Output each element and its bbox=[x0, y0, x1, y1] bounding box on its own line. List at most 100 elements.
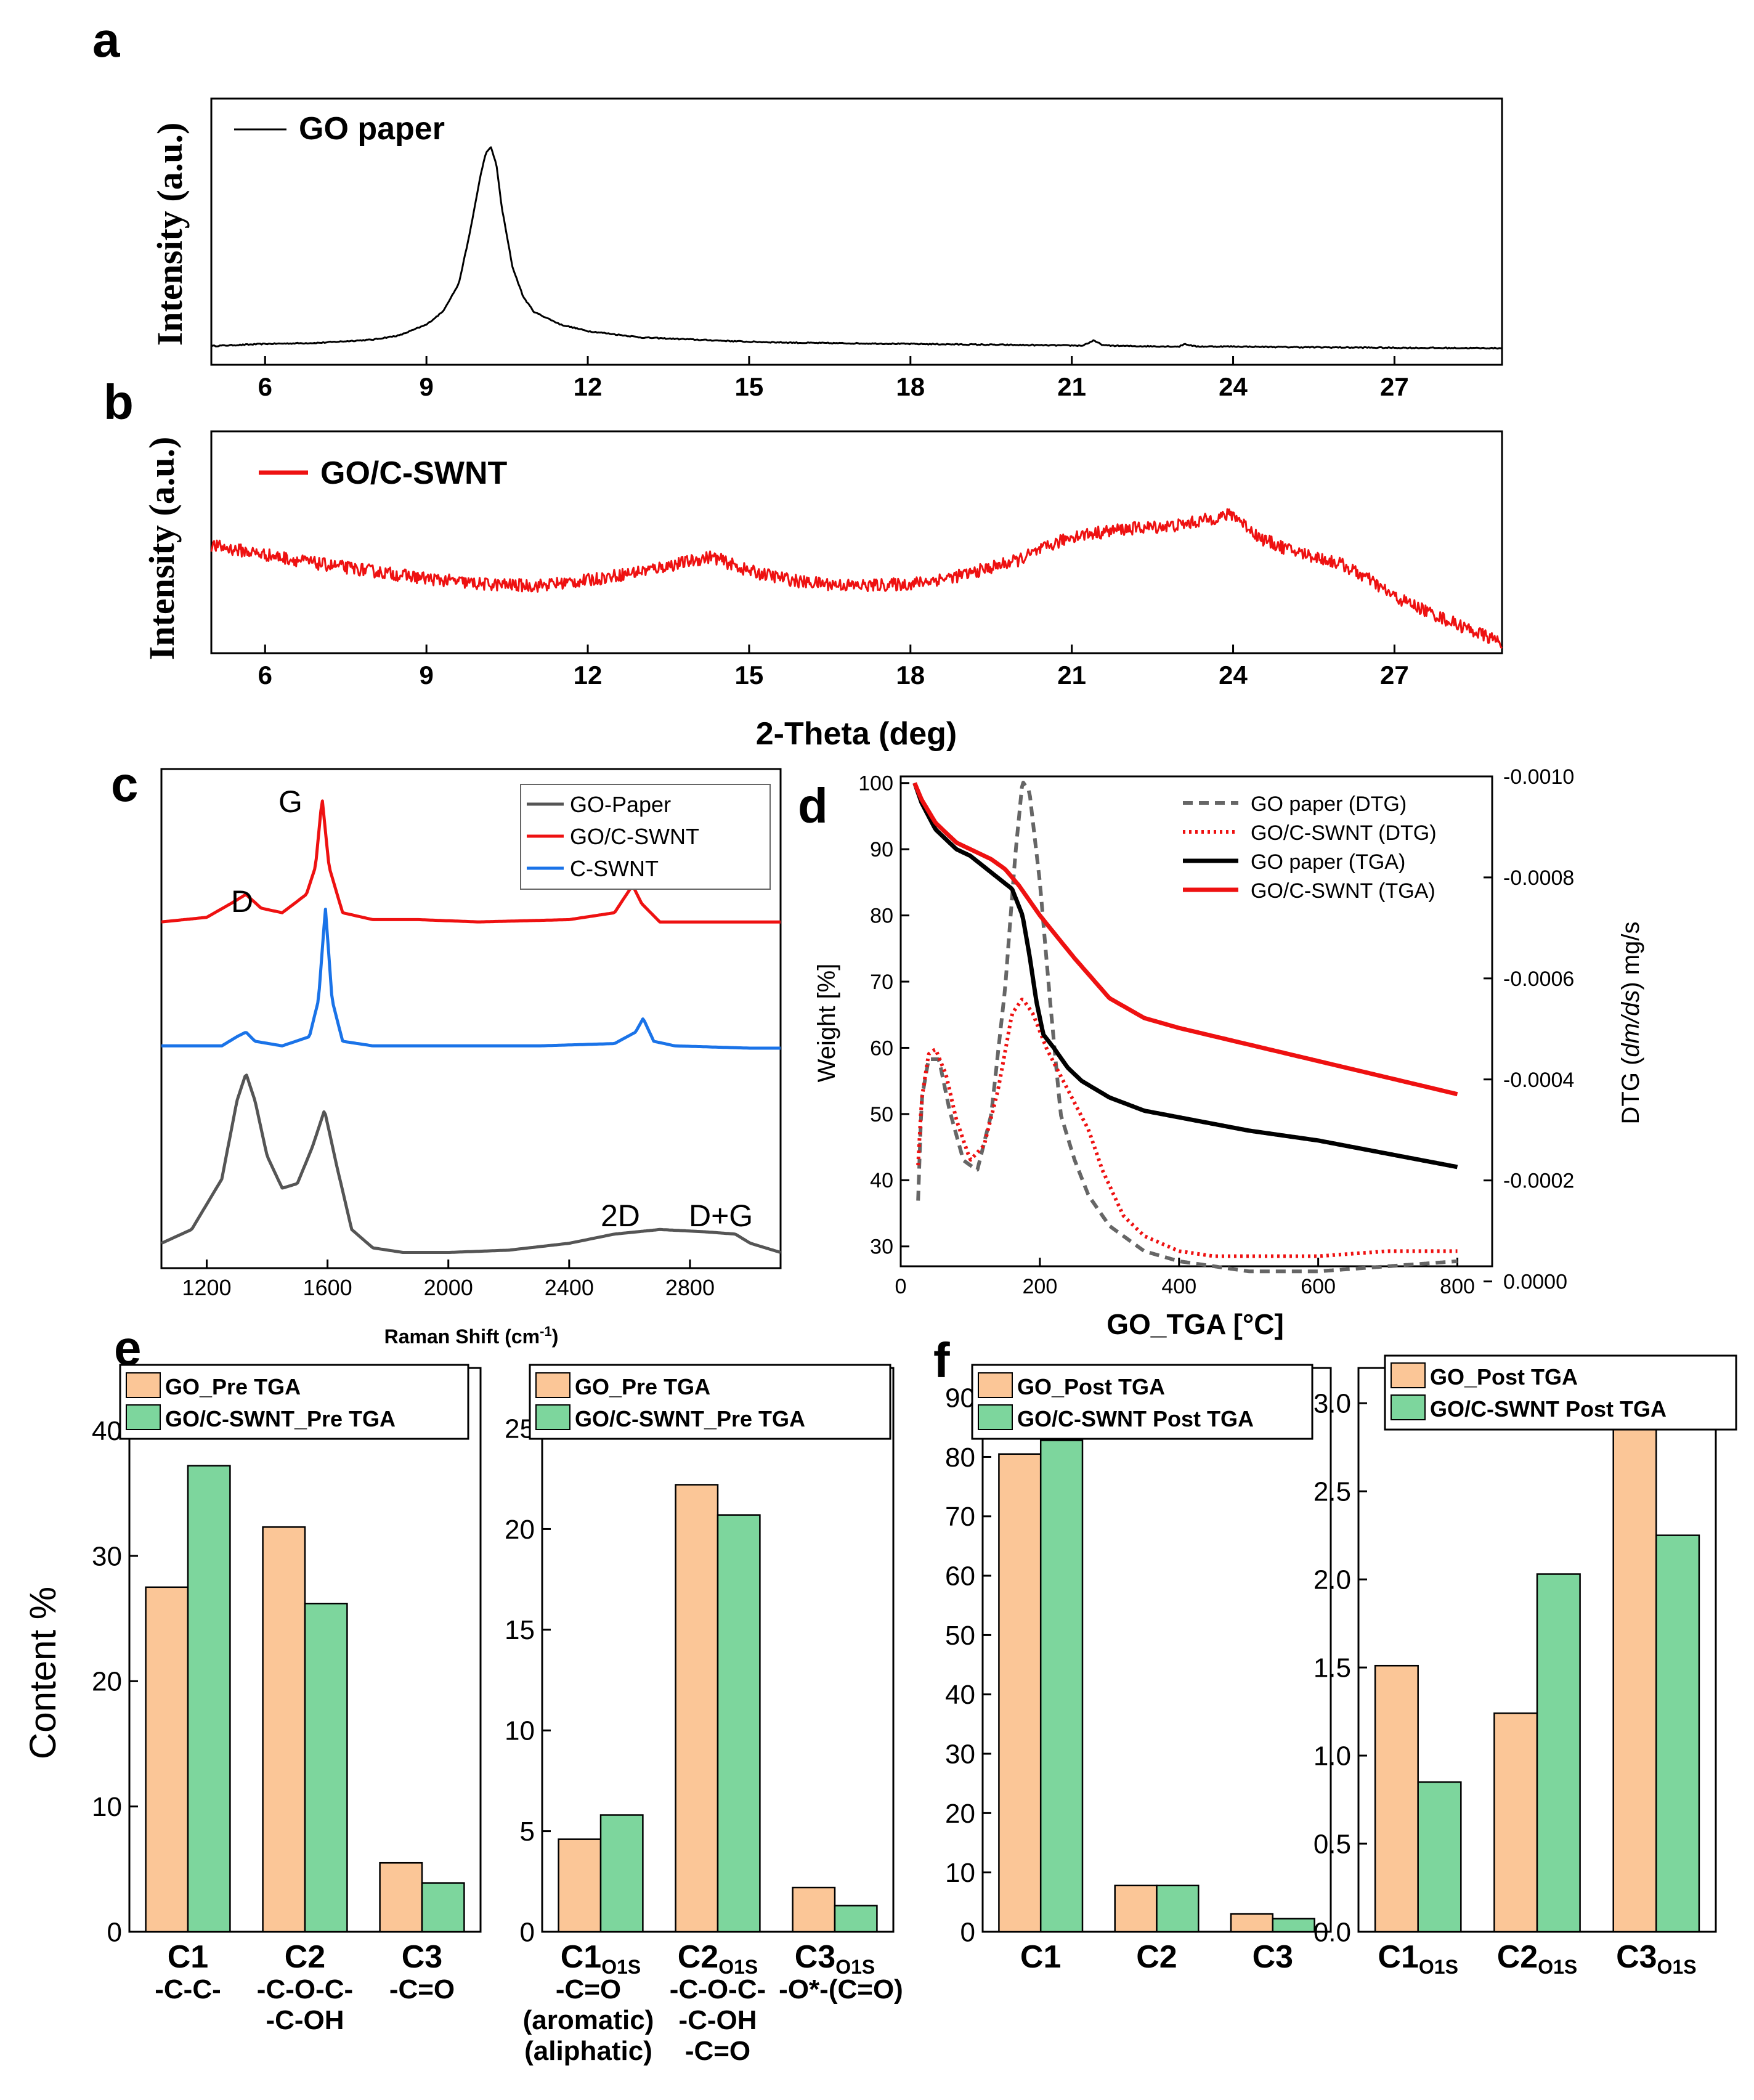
legend-box-e1 bbox=[119, 1364, 469, 1440]
e2-bar-c2-go bbox=[675, 1484, 719, 1933]
e1-category-sublabel: -C=O bbox=[389, 1974, 455, 2004]
legend-label-goc-dtg: GO/C-SWNT (DTG) bbox=[1251, 821, 1437, 845]
a-xtick-label: 21 bbox=[1057, 372, 1086, 401]
f2-bar-c1-go bbox=[1374, 1664, 1419, 1933]
ylabel-e1: Content % bbox=[22, 1587, 63, 1759]
f2-category-subscript: O1S bbox=[1657, 1956, 1697, 1978]
f2-ytick-label: 0.0 bbox=[1313, 1917, 1351, 1947]
e2-ytick-label: 0 bbox=[520, 1917, 535, 1947]
f1-ytick-label: 80 bbox=[945, 1443, 975, 1473]
e1-bar-c1-goc bbox=[187, 1465, 231, 1933]
xlabel-c-main: Raman Shift (cm bbox=[384, 1325, 540, 1348]
legend-label-go-paper-raman: GO-Paper bbox=[570, 792, 671, 817]
ylabel-right-d-italic: dm/ds bbox=[1617, 990, 1644, 1057]
e2-bar-c3-go bbox=[792, 1886, 836, 1933]
legend-swatch-e2-pre bbox=[535, 1372, 570, 1398]
legend-label-f2-green: GO/C-SWNT Post TGA bbox=[1430, 1396, 1667, 1422]
b-xtick-label: 15 bbox=[735, 661, 764, 690]
e2-category-sublabel: (aromatic) bbox=[523, 2005, 654, 2035]
d-right-ytick-label: -0.0006 bbox=[1503, 967, 1574, 991]
a-xtick-label: 27 bbox=[1380, 372, 1409, 401]
f2-bar-c3-goc bbox=[1655, 1534, 1700, 1933]
f2-ytick-label: 0.5 bbox=[1313, 1829, 1351, 1859]
series-go-paper-xrd bbox=[211, 146, 1503, 350]
plot-frame-c bbox=[160, 768, 782, 1269]
legend-label-f1-green: GO/C-SWNT Post TGA bbox=[1017, 1406, 1254, 1431]
annotation-dg: D+G bbox=[689, 1199, 753, 1233]
f2-ytick-label: 1.0 bbox=[1313, 1741, 1351, 1771]
f2-bar-c3-go bbox=[1612, 1422, 1657, 1933]
legend-label-b: GO/C-SWNT bbox=[320, 455, 508, 491]
xlabel-c: Raman Shift (cm-1) bbox=[384, 1324, 559, 1348]
d-left-ytick-label: 80 bbox=[870, 905, 893, 928]
legend-swatch-f2-pre bbox=[1391, 1362, 1426, 1388]
f1-ytick-label: 40 bbox=[945, 1680, 975, 1710]
d-xtick-label: 600 bbox=[1301, 1275, 1336, 1298]
e1-category-label: C1 bbox=[168, 1939, 208, 1975]
d-right-ytick-label: -0.0004 bbox=[1503, 1068, 1574, 1092]
legend-label-f2-pre: GO_Post TGA bbox=[1430, 1364, 1578, 1390]
f1-ytick-label: 70 bbox=[945, 1502, 975, 1532]
series-goc-tga bbox=[912, 782, 1458, 1097]
panel-label-c: c bbox=[111, 757, 139, 812]
panel-label-a: a bbox=[92, 12, 120, 67]
b-xtick-label: 12 bbox=[574, 661, 603, 690]
legend-label-cswnt-raman: C-SWNT bbox=[570, 856, 659, 881]
e1-bar-c3-go bbox=[379, 1862, 423, 1933]
e1-bar-c2-go bbox=[262, 1526, 306, 1933]
panel-label-b: b bbox=[104, 375, 134, 429]
legend-swatch-f1-pre bbox=[978, 1372, 1013, 1398]
b-xtick-label: 6 bbox=[258, 661, 272, 690]
legend-label-a: GO paper bbox=[299, 111, 445, 147]
a-xtick-label: 24 bbox=[1219, 372, 1248, 401]
xlabel-d: GO_TGA [°C] bbox=[1106, 1308, 1284, 1340]
d-xtick-label: 800 bbox=[1440, 1275, 1475, 1298]
c-xtick-label: 2000 bbox=[424, 1275, 473, 1300]
b-xtick-label: 18 bbox=[896, 661, 925, 690]
e2-category-subscript: O1S bbox=[718, 1956, 758, 1978]
f1-category-label: C1 bbox=[1020, 1939, 1061, 1975]
e2-bar-c1-goc bbox=[599, 1814, 644, 1933]
f2-ytick-label: 1.5 bbox=[1313, 1653, 1351, 1683]
e2-category-sublabel: -C-O-C- bbox=[670, 1974, 766, 2004]
series-goc-raman bbox=[161, 799, 781, 924]
series-go-tga bbox=[912, 782, 1458, 1170]
e2-bar-c1-go bbox=[558, 1838, 602, 1933]
e2-category-sublabel: -C-OH bbox=[678, 2005, 757, 2035]
panel-label-f: f bbox=[933, 1333, 950, 1388]
d-xtick-label: 0 bbox=[895, 1275, 907, 1298]
d-left-ytick-label: 90 bbox=[870, 838, 893, 861]
f2-category-subscript: O1S bbox=[1419, 1956, 1458, 1978]
plot-frame-d bbox=[899, 775, 1493, 1268]
e2-bar-c2-goc bbox=[717, 1514, 761, 1933]
legend-swatch-f2-green bbox=[1391, 1394, 1426, 1420]
series-cswnt-raman bbox=[161, 908, 781, 1050]
f1-ytick-label: 50 bbox=[945, 1621, 975, 1651]
d-left-ytick-label: 30 bbox=[870, 1235, 893, 1259]
legend-e2: GO_Pre TGA GO/C-SWNT_Pre TGA bbox=[529, 1364, 891, 1440]
d-right-ytick-label: -0.0008 bbox=[1503, 866, 1574, 890]
e2-category-sublabel: -C=O bbox=[556, 1974, 621, 2004]
c-xtick-label: 1600 bbox=[303, 1275, 352, 1300]
series-goc-xrd bbox=[210, 508, 1503, 649]
b-xtick-label: 21 bbox=[1057, 661, 1086, 690]
xlabel-ab: 2-Theta (deg) bbox=[756, 716, 957, 752]
e2-ytick-label: 15 bbox=[505, 1615, 535, 1645]
plot-frame-b bbox=[210, 430, 1503, 654]
plot-frame-a bbox=[210, 97, 1503, 366]
e2-ytick-label: 10 bbox=[505, 1716, 535, 1746]
legend-label-go-dtg: GO paper (DTG) bbox=[1251, 792, 1407, 816]
legend-f2: GO_Post TGA GO/C-SWNT Post TGA bbox=[1384, 1354, 1737, 1431]
series-go-dtg bbox=[916, 781, 1458, 1274]
f1-ytick-label: 90 bbox=[945, 1383, 975, 1414]
legend-box-f2 bbox=[1384, 1354, 1737, 1431]
panel-e1: 0 10 20 30 40 C1-C-C- C2-C-O-C--C-OH C3-C=O GO… bbox=[22, 1364, 482, 2035]
e2-category-label: C1O1S bbox=[561, 1939, 641, 1978]
f2-ytick-label: 2.5 bbox=[1313, 1477, 1351, 1507]
ylabel-right-d: DTG (dm/ds) mg/s bbox=[1617, 922, 1644, 1125]
a-xtick-label: 18 bbox=[896, 372, 925, 401]
e1-ytick-label: 30 bbox=[92, 1541, 122, 1571]
legend-label-e2-green: GO/C-SWNT_Pre TGA bbox=[575, 1406, 805, 1431]
d-right-ytick-label: -0.0002 bbox=[1503, 1170, 1574, 1193]
a-xtick-label: 6 bbox=[258, 372, 272, 401]
